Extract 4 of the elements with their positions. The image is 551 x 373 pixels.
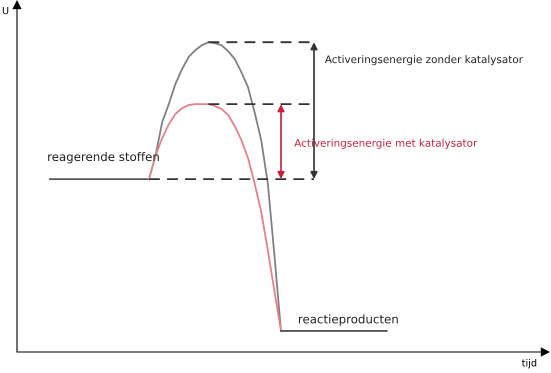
y-axis-title: U — [2, 7, 8, 14]
annotation: reactieproducten — [298, 314, 398, 326]
annotation: Activeringsenergie zonder katalysator — [324, 55, 523, 66]
x-axis-title: tijd — [522, 358, 536, 368]
